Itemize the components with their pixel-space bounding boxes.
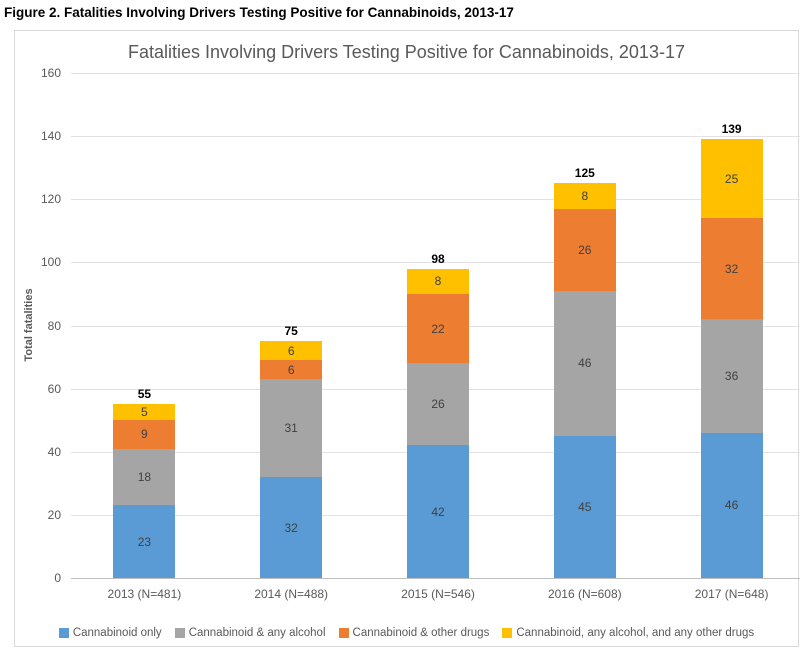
- bar-segment: 23: [113, 505, 176, 578]
- segment-value-label: 8: [581, 189, 589, 204]
- y-axis-tick-label: 20: [47, 507, 61, 522]
- segment-value-label: 26: [578, 242, 592, 257]
- segment-value-label: 23: [137, 534, 152, 549]
- segment-value-label: 8: [434, 274, 442, 289]
- segment-value-label: 31: [284, 421, 298, 436]
- legend-label: Cannabinoid only: [72, 627, 162, 639]
- bar-segment: 8: [407, 268, 469, 294]
- y-axis-tick-label: 140: [40, 129, 61, 144]
- bar-segment: 25: [700, 139, 763, 219]
- bar-segment: 31: [260, 379, 323, 477]
- chart-title: Fatalities Involving Drivers Testing Pos…: [128, 42, 685, 62]
- legend-item: Cannabinoid & other drugs: [338, 627, 490, 639]
- legend-label: Cannabinoid, any alcohol, and any other …: [516, 627, 755, 639]
- x-axis-tick-label: 2015 (N=546): [401, 587, 475, 601]
- chart-box: Fatalities Involving Drivers Testing Pos…: [14, 30, 800, 647]
- bar-segment: 36: [700, 319, 763, 433]
- bar-segment: 26: [553, 208, 616, 291]
- legend-label: Cannabinoid & any alcohol: [188, 627, 326, 639]
- y-axis-tick-label: 120: [40, 192, 61, 207]
- bar-segment: 8: [553, 183, 616, 209]
- segment-value-label: 5: [141, 405, 148, 420]
- bar-segment: 32: [260, 477, 323, 578]
- legend-swatch-icon: [502, 628, 513, 638]
- x-axis-tick-label: 2016 (N=608): [547, 587, 622, 601]
- segment-value-label: 25: [724, 171, 739, 186]
- y-axis-tick-label: 40: [47, 444, 61, 459]
- y-axis-tick-label: 0: [54, 571, 61, 585]
- bar-total-label: 98: [431, 251, 445, 266]
- bar-total-label: 55: [137, 387, 152, 402]
- gridline: [71, 262, 800, 264]
- segment-value-label: 32: [284, 520, 298, 535]
- segment-value-label: 9: [141, 427, 148, 442]
- x-axis-line: [71, 578, 800, 579]
- x-axis-tick-label: 2017 (N=648): [694, 587, 769, 601]
- bar-segment: 9: [113, 420, 176, 449]
- bar-segment: 46: [700, 432, 763, 578]
- plot-area: 0 20 40 60 80 100 120 140 160 23 18 9 5 55 2013 (N=481…: [15, 31, 800, 646]
- bar-total-label: 139: [721, 122, 742, 137]
- bar-segment: 22: [407, 293, 469, 364]
- legend-swatch-icon: [338, 628, 349, 638]
- bar-segment: 6: [260, 341, 323, 361]
- legend-label: Cannabinoid & other drugs: [352, 627, 490, 639]
- legend-item: Cannabinoid only: [58, 627, 162, 639]
- y-axis-tick-label: 60: [47, 381, 61, 396]
- y-axis-tick-label: 160: [40, 66, 61, 80]
- x-axis-tick-label: 2013 (N=481): [107, 587, 182, 601]
- y-axis-tick-label: 100: [40, 255, 61, 270]
- segment-value-label: 42: [431, 504, 445, 519]
- segment-value-label: 6: [287, 362, 295, 377]
- bar-segment: 45: [553, 435, 616, 578]
- gridline: [71, 136, 800, 138]
- bar-segment: 6: [260, 360, 323, 380]
- segment-value-label: 26: [431, 397, 445, 412]
- segment-value-label: 46: [578, 356, 592, 371]
- segment-value-label: 45: [578, 499, 592, 514]
- segment-value-label: 18: [137, 470, 152, 484]
- legend-item: Cannabinoid & any alcohol: [174, 627, 326, 639]
- bar-total-label: 75: [284, 324, 298, 339]
- x-axis-tick-label: 2014 (N=488): [254, 587, 329, 601]
- legend-swatch-icon: [58, 628, 69, 638]
- legend: Cannabinoid only Cannabinoid & any alcoho…: [15, 627, 798, 639]
- legend-swatch-icon: [174, 628, 185, 638]
- y-axis-tick-label: 80: [47, 318, 61, 333]
- bar-segment: 42: [407, 445, 469, 578]
- gridline: [71, 199, 800, 201]
- bar-segment: 46: [553, 290, 616, 436]
- segment-value-label: 6: [287, 343, 295, 358]
- bar-segment: 26: [407, 363, 469, 446]
- gridline: [71, 73, 800, 74]
- segment-value-label: 32: [724, 261, 739, 276]
- segment-value-label: 46: [724, 498, 739, 513]
- bar-segment: 5: [113, 404, 176, 421]
- bar-segment: 32: [700, 218, 763, 320]
- legend-item: Cannabinoid, any alcohol, and any other …: [502, 627, 754, 639]
- segment-value-label: 36: [724, 369, 739, 383]
- segment-value-label: 22: [431, 321, 445, 336]
- figure-caption: Figure 2. Fatalities Involving Drivers T…: [4, 5, 514, 20]
- bar-segment: 18: [113, 448, 176, 506]
- bar-total-label: 125: [574, 166, 595, 181]
